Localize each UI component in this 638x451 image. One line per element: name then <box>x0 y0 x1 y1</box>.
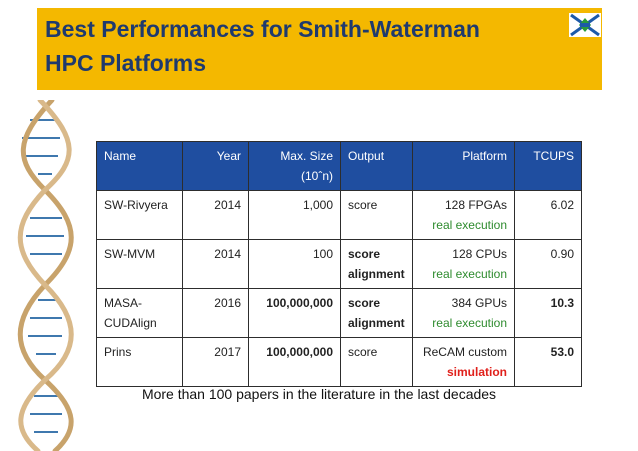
header-max-size-line-1: Max. Size <box>280 149 333 163</box>
cell-name: MASA- CUDAlign <box>96 288 183 338</box>
cell-platform-note: real execution <box>432 316 507 330</box>
cell-name: Prins <box>96 337 183 387</box>
table-row: SW-MVM 2014 100 score alignment 128 CPUs… <box>96 239 582 289</box>
cell-name: SW-Rivyera <box>96 190 183 240</box>
table-header-row: Name Year Max. Size (10ˆn) Output Platfo… <box>96 141 582 191</box>
table-row: Prins 2017 100,000,000 score ReCAM custo… <box>96 337 582 387</box>
header-name: Name <box>96 141 183 191</box>
cell-output-line-1: score <box>348 345 378 359</box>
cell-output-line-1: score <box>348 296 381 310</box>
cell-output-line-1: score <box>348 198 378 212</box>
cell-platform-value: 128 FPGAs <box>444 198 507 212</box>
cell-output: score <box>340 337 413 387</box>
cell-name-line-1: MASA- <box>104 296 143 310</box>
header-year: Year <box>182 141 249 191</box>
header-platform: Platform <box>412 141 515 191</box>
table-row: MASA- CUDAlign 2016 100,000,000 score al… <box>96 288 582 338</box>
header-max-size: Max. Size (10ˆn) <box>248 141 341 191</box>
cell-year: 2016 <box>182 288 249 338</box>
cell-platform-value: 384 GPUs <box>451 296 507 310</box>
footer-note: More than 100 papers in the literature i… <box>141 386 497 402</box>
cell-tcups: 6.02 <box>514 190 582 240</box>
cell-platform-note: simulation <box>446 365 507 379</box>
slide-title-line-2: HPC Platforms <box>45 50 207 76</box>
cell-max-size: 100,000,000 <box>248 337 341 387</box>
cell-year: 2017 <box>182 337 249 387</box>
dna-helix-icon <box>17 100 74 451</box>
cell-output-line-2: alignment <box>348 316 405 330</box>
cell-year: 2014 <box>182 239 249 289</box>
cell-platform-value: 128 CPUs <box>452 247 507 261</box>
cell-max-size: 1,000 <box>248 190 341 240</box>
university-logo-icon <box>569 13 601 37</box>
cell-output: score alignment <box>340 288 413 338</box>
slide-title: Best Performances for Smith-Waterman HPC… <box>45 12 545 80</box>
cell-name-line-1: SW-Rivyera <box>104 198 168 212</box>
header-tcups: TCUPS <box>514 141 582 191</box>
header-max-size-line-2: (10ˆn) <box>300 169 333 183</box>
slide-title-line-1: Best Performances for Smith-Waterman <box>45 16 480 42</box>
header-output: Output <box>340 141 413 191</box>
cell-name-line-1: SW-MVM <box>104 247 156 261</box>
table-row: SW-Rivyera 2014 1,000 score 128 FPGAs re… <box>96 190 582 240</box>
cell-platform: 128 FPGAs real execution <box>412 190 515 240</box>
cell-output: score <box>340 190 413 240</box>
cell-platform-note: real execution <box>432 218 507 232</box>
cell-platform: 384 GPUs real execution <box>412 288 515 338</box>
cell-output: score alignment <box>340 239 413 289</box>
cell-output-line-1: score <box>348 247 381 261</box>
cell-tcups: 0.90 <box>514 239 582 289</box>
performance-table: Name Year Max. Size (10ˆn) Output Platfo… <box>96 141 582 387</box>
cell-platform: ReCAM custom simulation <box>412 337 515 387</box>
cell-platform-value: ReCAM custom <box>422 345 507 359</box>
cell-year: 2014 <box>182 190 249 240</box>
cell-max-size: 100 <box>248 239 341 289</box>
cell-tcups: 10.3 <box>514 288 582 338</box>
cell-platform-note: real execution <box>432 267 507 281</box>
cell-tcups: 53.0 <box>514 337 582 387</box>
cell-output-line-2: alignment <box>348 267 405 281</box>
cell-name-line-1: Prins <box>104 345 132 359</box>
cell-name-line-2: CUDAlign <box>104 316 157 330</box>
cell-max-size: 100,000,000 <box>248 288 341 338</box>
cell-name: SW-MVM <box>96 239 183 289</box>
cell-platform: 128 CPUs real execution <box>412 239 515 289</box>
title-bar <box>37 8 602 90</box>
